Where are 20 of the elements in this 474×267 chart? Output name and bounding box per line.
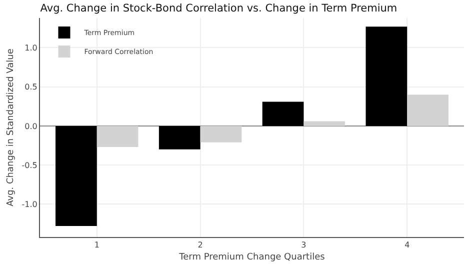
x-tick-label: 2	[198, 240, 203, 250]
x-axis-title: Term Premium Change Quartiles	[178, 252, 326, 262]
bar	[304, 121, 346, 126]
y-tick-label: 0.5	[24, 82, 38, 92]
bar	[366, 26, 408, 126]
y-tick-label: 1.0	[24, 44, 38, 53]
bar	[407, 94, 448, 126]
y-tick-label: -1.0	[22, 200, 38, 209]
x-tick-label: 3	[301, 240, 306, 250]
bar	[262, 102, 304, 126]
bar	[96, 126, 138, 148]
bar	[158, 126, 200, 150]
y-tick-label: 0.0	[24, 122, 38, 131]
x-tick-label: 4	[404, 240, 410, 250]
x-tick-label: 1	[94, 240, 100, 250]
bar	[56, 126, 97, 226]
y-axis-title: Avg. Change in Standardized Value	[6, 48, 16, 206]
y-tick-label: -0.5	[22, 160, 38, 170]
bar	[200, 126, 242, 142]
chart-title: Avg. Change in Stock-Bond Correlation vs. Change in Term Premium	[40, 2, 398, 14]
